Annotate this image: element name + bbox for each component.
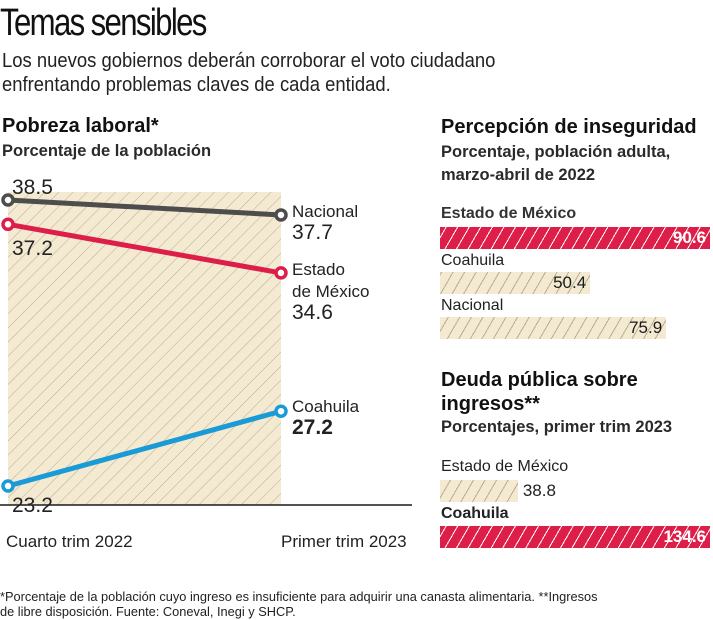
- x-tick-label-end: Primer trim 2023: [281, 532, 407, 551]
- insecurity-label-edomex: Estado de México: [441, 205, 577, 222]
- poverty-chart-subtitle: Porcentaje de la población: [2, 142, 212, 160]
- footnote-line-1: *Porcentaje de la población cuyo ingreso…: [0, 589, 598, 604]
- insecurity-value-edomex: 90.6: [672, 228, 706, 247]
- page-subtitle-line2: enfrentando problemas claves de cada ent…: [2, 73, 391, 96]
- coahuila-point-start: [1, 479, 15, 493]
- insecurity-label-coahuila: Coahuila: [441, 252, 505, 269]
- coahuila-point-end: [274, 404, 288, 418]
- edomex-end-value: 34.6: [292, 301, 333, 324]
- debt-value-coahuila: 134.6: [663, 527, 706, 546]
- page-title: Temas sensibles: [0, 2, 207, 44]
- debt-bar-coahuila: 134.6: [440, 526, 710, 548]
- edomex-point-start: [1, 217, 15, 232]
- edomex-end-label-2: de México: [292, 282, 370, 301]
- debt-bar-edomex: [440, 480, 518, 502]
- insecurity-bar-edomex: 90.6: [440, 227, 710, 249]
- coahuila-end-value: 27.2: [292, 416, 333, 439]
- page-subtitle-line1: Los nuevos gobiernos deberán corroborar …: [2, 49, 496, 72]
- nacional-end-value: 37.7: [292, 221, 333, 244]
- debt-chart-title-2: ingresos**: [441, 393, 540, 415]
- debt-label-coahuila: Coahuila: [441, 505, 509, 522]
- nacional-end-label: Nacional: [292, 202, 359, 221]
- edomex-end-label-1: Estado: [292, 260, 345, 279]
- poverty-chart-title: Pobreza laboral*: [2, 115, 159, 137]
- debt-chart-title-1: Deuda pública sobre: [441, 369, 638, 391]
- insecurity-bar-nacional: 75.9: [440, 317, 667, 339]
- edomex-series-line: [7, 221, 282, 276]
- nacional-point-start: [1, 193, 15, 207]
- debt-value-edomex: 38.8: [522, 481, 556, 500]
- coahuila-end-label: Coahuila: [292, 397, 360, 416]
- insecurity-chart-subtitle-2: marzo-abril de 2022: [441, 166, 596, 184]
- insecurity-bar-coahuila: 50.4: [440, 272, 591, 294]
- debt-chart-subtitle: Porcentajes, primer trim 2023: [441, 418, 673, 436]
- edomex-point-end: [274, 266, 288, 280]
- insecurity-label-nacional: Nacional: [441, 297, 504, 314]
- nacional-start-value: 38.5: [12, 176, 53, 199]
- edomex-start-value: 37.2: [12, 237, 53, 260]
- x-tick-label-start: Cuarto trim 2022: [6, 532, 133, 551]
- footnote-line-2: de libre disposición. Fuente: Coneval, I…: [0, 604, 296, 619]
- poverty-line-chart: [0, 192, 412, 506]
- coahuila-series-line: [7, 408, 282, 489]
- insecurity-value-coahuila: 50.4: [553, 273, 587, 292]
- insecurity-chart-subtitle-1: Porcentaje, población adulta,: [441, 143, 671, 161]
- insecurity-value-nacional: 75.9: [629, 318, 663, 337]
- nacional-series-line: [7, 197, 282, 218]
- insecurity-chart-title: Percepción de inseguridad: [441, 116, 697, 138]
- nacional-point-end: [274, 208, 288, 222]
- debt-label-edomex: Estado de México: [441, 458, 569, 475]
- coahuila-start-value: 23.2: [12, 494, 53, 517]
- footnote: *Porcentaje de la población cuyo ingreso…: [0, 589, 700, 619]
- plot-area-hatch: [8, 192, 281, 505]
